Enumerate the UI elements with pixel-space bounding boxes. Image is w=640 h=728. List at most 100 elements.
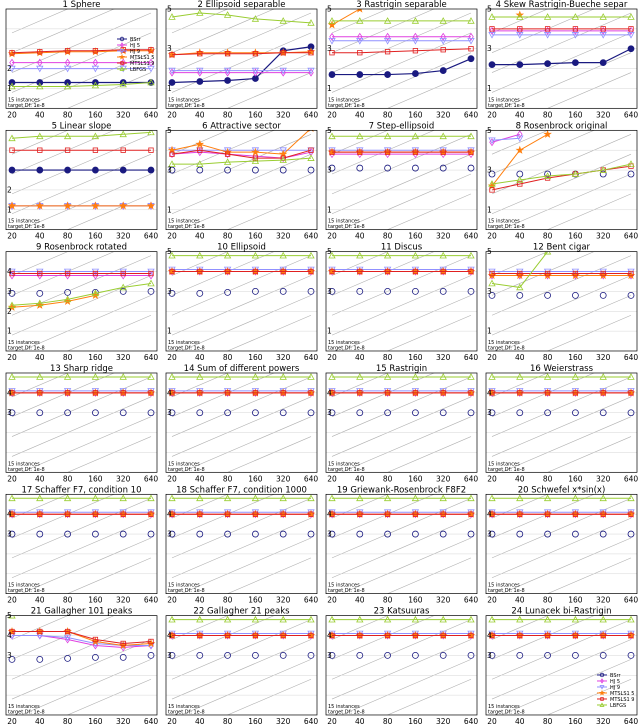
reference-line	[171, 615, 275, 660]
data-point	[412, 268, 419, 275]
y-tick-label: 4	[327, 510, 332, 519]
data-point	[307, 494, 315, 502]
data-point	[356, 651, 364, 659]
data-point	[440, 149, 446, 155]
data-point	[517, 26, 523, 32]
y-tick-label: 1	[7, 205, 12, 214]
data-point	[628, 26, 634, 32]
reference-line	[331, 275, 472, 336]
data-point	[36, 530, 44, 538]
data-point	[197, 51, 203, 57]
data-point	[37, 147, 43, 153]
series-line	[12, 82, 152, 87]
panel-title: 6 Attractive sector	[202, 121, 281, 131]
data-point	[440, 632, 446, 639]
data-point	[92, 511, 99, 517]
y-tick-label: 3	[167, 44, 172, 53]
reference-line	[500, 173, 632, 230]
data-point	[543, 172, 552, 179]
legend-label: BSrr	[130, 37, 141, 43]
x-tick-label: 40	[35, 110, 45, 119]
reference-line	[331, 619, 472, 680]
reference-line	[491, 494, 595, 539]
x-tick-label: 160	[248, 717, 263, 726]
data-point	[279, 251, 287, 259]
y-tick-label: 4	[7, 631, 12, 640]
series-line	[332, 48, 472, 54]
data-point	[628, 390, 634, 396]
data-point	[356, 615, 364, 623]
instances-note: 15 instances	[488, 461, 520, 467]
data-point	[9, 511, 15, 517]
instances-note: 15 instances	[8, 461, 40, 467]
data-point	[92, 636, 99, 643]
x-tick-label: 320	[596, 110, 611, 119]
x-tick-label: 80	[223, 474, 233, 483]
data-point	[8, 268, 16, 276]
data-point	[356, 37, 364, 45]
panel: 24 Lunacek bi-Rastrigin 3 4 20 40 80 160 320 640…	[485, 607, 638, 726]
data-point	[600, 26, 606, 35]
data-point	[148, 390, 154, 396]
x-tick-label: 80	[223, 596, 233, 605]
data-point	[37, 270, 43, 277]
x-tick-label: 80	[543, 717, 553, 726]
data-point	[223, 494, 232, 502]
legend-label: MTSLS1 9	[130, 61, 154, 67]
plot-area	[166, 615, 317, 715]
data-point	[329, 390, 335, 396]
data-point	[64, 390, 71, 396]
reference-line	[491, 251, 549, 276]
panel: 17 Schaffer F7, condition 10 3 4 20 40 80 160 3…	[5, 485, 158, 605]
x-tick-label: 80	[63, 353, 73, 362]
reference-line	[500, 416, 632, 473]
data-point	[147, 166, 155, 174]
data-point	[599, 166, 607, 173]
data-point	[467, 164, 475, 172]
data-point	[168, 409, 176, 417]
reference-line	[171, 251, 275, 296]
data-point	[251, 15, 260, 22]
data-point	[92, 166, 99, 174]
y-tick-label: 5	[487, 126, 492, 135]
x-tick-label: 160	[408, 596, 423, 605]
axes-frame	[5, 129, 158, 231]
data-point	[63, 132, 72, 140]
data-point	[467, 409, 475, 417]
data-point	[251, 651, 259, 659]
instances-note: target Df: 1e-8	[8, 345, 45, 351]
legend-marker	[119, 36, 125, 42]
instances-note: 15 instances	[328, 97, 360, 103]
data-point	[92, 271, 99, 280]
data-point	[489, 187, 495, 193]
series-line	[491, 165, 632, 191]
data-point	[411, 651, 419, 659]
instances-note: target Df: 1e-8	[168, 345, 205, 351]
data-point	[168, 651, 176, 659]
instances-note: 15 instances	[488, 219, 520, 225]
instances-note: 15 instances	[328, 461, 360, 467]
x-tick-label: 20	[7, 596, 17, 605]
data-point	[411, 373, 420, 380]
data-point	[467, 17, 475, 24]
data-point	[280, 632, 286, 639]
data-point	[307, 409, 315, 417]
data-point	[467, 530, 475, 538]
instances-note: target Df: 1e-8	[328, 103, 365, 109]
panel-title: 2 Ellipsoid separable	[197, 0, 285, 10]
axes-frame	[5, 615, 158, 716]
x-tick-label: 160	[408, 110, 423, 119]
data-point	[37, 49, 43, 55]
reference-line	[491, 615, 549, 640]
x-tick-label: 160	[248, 474, 263, 483]
data-point	[307, 154, 315, 161]
data-point	[252, 632, 259, 639]
legend-label: LBFGS	[610, 703, 626, 709]
data-point	[223, 373, 232, 380]
panel-title: 20 Schwefel x*sin(x)	[518, 485, 606, 495]
x-tick-label: 640	[304, 474, 319, 483]
plot-area	[6, 372, 157, 473]
data-point	[600, 632, 606, 639]
y-tick-label: 5	[167, 247, 172, 256]
reference-line	[171, 134, 312, 195]
